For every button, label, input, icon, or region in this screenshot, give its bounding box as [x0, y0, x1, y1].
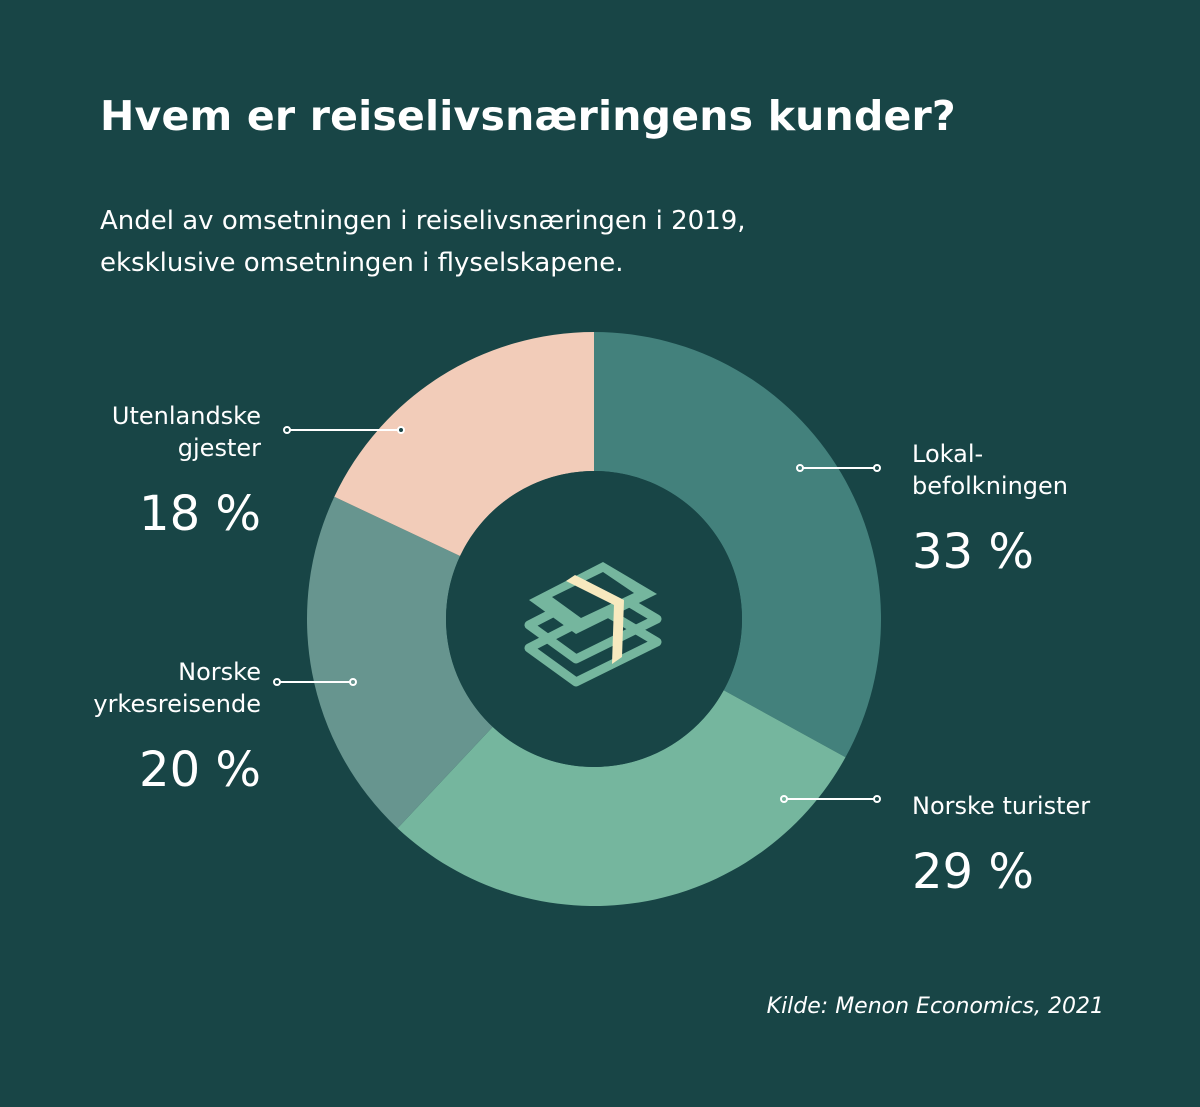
donut-slice-0: [594, 332, 882, 758]
money-stack-icon: [524, 562, 662, 687]
label-norske-turister: Norske turister 29 %: [912, 790, 1090, 900]
slice-value-label: 29 %: [912, 844, 1034, 900]
slice-name: Norske turister: [912, 790, 1090, 822]
slice-name-line: gjester: [177, 434, 261, 462]
donut-slice-1: [397, 690, 846, 906]
chart-title: Hvem er reiselivsnæringens kunder?: [100, 92, 956, 140]
label-utenlandske-gjester: Utenlandske gjester 18 %: [112, 400, 261, 542]
subtitle-line: Andel av omsetningen i reiselivsnæringen…: [100, 206, 746, 236]
label-norske-yrkesreisende: Norske yrkesreisende 20 %: [93, 656, 261, 798]
slice-name: Norske yrkesreisende: [93, 656, 261, 720]
slice-name-line: Norske: [178, 658, 261, 686]
slice-value-label: 20 %: [139, 742, 261, 798]
chart-subtitle: Andel av omsetningen i reiselivsnæringen…: [100, 200, 746, 284]
slice-value-label: 18 %: [139, 486, 261, 542]
slice-name-line: befolkningen: [912, 472, 1068, 500]
donut-slice-2: [307, 496, 493, 829]
slice-name-line: Lokal-: [912, 440, 984, 468]
donut-slices: [307, 332, 882, 906]
donut-slice-3: [334, 332, 594, 556]
slice-name-line: Utenlandske: [111, 402, 261, 430]
slice-value-label: 33 %: [912, 524, 1034, 580]
slice-name: Lokal- befolkningen: [912, 438, 1068, 502]
source-note: Kilde: Menon Economics, 2021: [766, 994, 1104, 1019]
subtitle-line: eksklusive omsetningen i flyselskapene.: [100, 248, 624, 278]
leader-lines: [273, 426, 881, 803]
slice-name-line: Norske turister: [912, 792, 1091, 820]
label-lokalbefolkningen: Lokal- befolkningen 33 %: [912, 438, 1068, 580]
slice-name: Utenlandske gjester: [112, 400, 261, 464]
slice-name-line: yrkesreisende: [93, 690, 261, 718]
